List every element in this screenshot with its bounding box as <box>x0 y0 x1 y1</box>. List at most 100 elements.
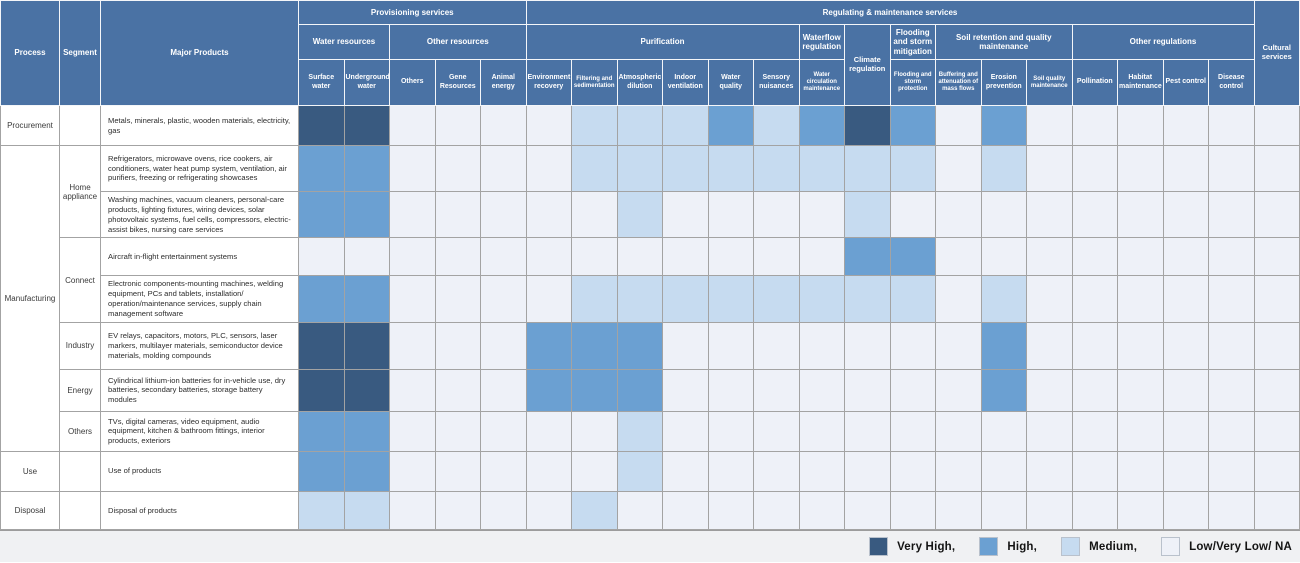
major-products-text: Refrigerators, microwave ovens, rice coo… <box>100 145 299 192</box>
matrix-cell <box>1253 490 1300 531</box>
matrix-cell <box>980 275 1027 323</box>
matrix-cell <box>1162 410 1209 452</box>
matrix-cell <box>935 237 982 277</box>
matrix-cell <box>389 145 436 192</box>
matrix-cell <box>298 145 345 192</box>
matrix-cell <box>844 145 891 192</box>
col-header-others: Others <box>389 59 436 106</box>
matrix-cell <box>1253 105 1300 146</box>
matrix-cell <box>980 237 1027 277</box>
matrix-cell <box>616 145 663 192</box>
matrix-cell <box>707 490 754 531</box>
legend-item-high: High, <box>979 537 1037 556</box>
col-group-regulating-maintenance-services: Regulating & maintenance services <box>525 0 1255 25</box>
legend-label: Low/Very Low/ NA <box>1189 540 1292 553</box>
matrix-cell <box>571 145 618 192</box>
matrix-cell <box>1253 145 1300 192</box>
matrix-cell <box>434 237 481 277</box>
col-header-soil-quality-maintenance: Soil quality maintenance <box>1026 59 1073 106</box>
col-header-cultural-services: Cultural services <box>1253 0 1300 106</box>
matrix-cell <box>525 410 572 452</box>
matrix-cell <box>616 410 663 452</box>
segment-label-blank <box>59 105 101 146</box>
matrix-cell <box>935 105 982 146</box>
matrix-cell <box>389 275 436 323</box>
major-products-text: EV relays, capacitors, motors, PLC, sens… <box>100 321 299 370</box>
matrix-cell <box>525 368 572 412</box>
matrix-cell <box>1117 275 1164 323</box>
col-subgroup-water-resources: Water resources <box>298 24 390 60</box>
matrix-cell <box>844 490 891 531</box>
segment-label-blank <box>59 450 101 492</box>
matrix-cell <box>707 190 754 239</box>
table-row: Use Use of products <box>0 450 1300 492</box>
matrix-cell <box>434 368 481 412</box>
segment-label-others: Others <box>59 410 101 452</box>
matrix-cell <box>298 490 345 531</box>
matrix-cell <box>571 105 618 146</box>
col-header-environment-recovery: Environment recovery <box>525 59 572 106</box>
matrix-cell <box>844 410 891 452</box>
matrix-cell <box>844 237 891 277</box>
matrix-cell <box>480 450 527 492</box>
matrix-cell <box>1071 368 1118 412</box>
matrix-cell <box>616 105 663 146</box>
col-header-climate-regulation: Climate regulation <box>844 24 891 106</box>
matrix-cell <box>798 450 845 492</box>
matrix-cell <box>1117 450 1164 492</box>
matrix-cell <box>662 190 709 239</box>
col-header-gene-resources: Gene Resources <box>434 59 481 106</box>
col-subgroup-soil-retention-and-quality-maintenance: Soil retention and quality maintenance <box>935 24 1073 60</box>
matrix-cell <box>1208 105 1255 146</box>
matrix-cell <box>889 237 936 277</box>
matrix-cell <box>525 105 572 146</box>
process-label-procurement: Procurement <box>0 105 60 146</box>
matrix-header: Process Segment Major Products Provisioning… <box>0 0 1300 106</box>
matrix-cell <box>571 450 618 492</box>
matrix-cell <box>343 275 390 323</box>
matrix-cell <box>1117 321 1164 370</box>
matrix-cell <box>935 410 982 452</box>
matrix-cell <box>1253 321 1300 370</box>
table-row: Connect Aircraft in-flight entertainment … <box>1 237 1300 323</box>
process-label-manufacturing: Manufacturing <box>0 145 60 452</box>
matrix-cell <box>298 105 345 146</box>
legend-swatch-icon <box>869 537 889 556</box>
matrix-cell <box>616 237 663 277</box>
matrix-cell <box>389 410 436 452</box>
matrix-cell <box>389 368 436 412</box>
matrix-cell <box>1117 490 1164 531</box>
col-header-underground-water: Underground water <box>343 59 390 106</box>
matrix-cell <box>935 190 982 239</box>
matrix-cell <box>935 450 982 492</box>
matrix-cell <box>480 190 527 239</box>
matrix-cell <box>980 190 1027 239</box>
matrix-cell <box>434 321 481 370</box>
matrix-cell <box>1208 490 1255 531</box>
matrix-cell <box>1253 410 1300 452</box>
matrix-cell <box>798 190 845 239</box>
matrix-cell <box>662 237 709 277</box>
matrix-cell <box>1026 275 1073 323</box>
matrix-cell <box>1071 237 1118 277</box>
matrix-cell <box>844 190 891 239</box>
matrix-cell <box>343 490 390 531</box>
matrix-cell <box>298 275 345 323</box>
matrix-cell <box>753 368 800 412</box>
matrix-cell <box>753 237 800 277</box>
matrix-cell <box>1208 410 1255 452</box>
matrix-cell <box>844 105 891 146</box>
matrix-cell <box>343 190 390 239</box>
matrix-cell <box>662 275 709 323</box>
matrix-cell <box>753 490 800 531</box>
matrix-cell <box>889 275 936 323</box>
matrix-cell <box>525 321 572 370</box>
col-subgroup-purification: Purification <box>525 24 800 60</box>
matrix-cell <box>616 368 663 412</box>
matrix-cell <box>1117 368 1164 412</box>
col-header-surface-water: Surface water <box>298 59 345 106</box>
matrix-cell <box>1117 410 1164 452</box>
matrix-cell <box>434 105 481 146</box>
table-row: Washing machines, vacuum cleaners, perso… <box>1 190 1300 239</box>
